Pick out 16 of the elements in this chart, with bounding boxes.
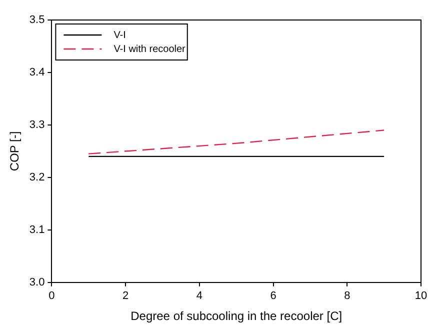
- x-tick-label: 8: [344, 290, 350, 302]
- y-tick-label: 3.1: [29, 224, 45, 236]
- legend-label: V-I with recooler: [114, 44, 186, 55]
- y-tick-label: 3.3: [29, 118, 45, 131]
- x-tick-label: 0: [48, 290, 55, 302]
- x-tick-label: 10: [414, 290, 428, 302]
- y-tick-label: 3.0: [29, 276, 45, 288]
- legend-label: V-I: [114, 30, 126, 41]
- y-axis-title: COP [-]: [8, 131, 22, 172]
- x-tick-label: 6: [270, 290, 276, 302]
- y-tick-label: 3.4: [29, 66, 45, 79]
- y-tick-label: 3.2: [29, 171, 45, 184]
- x-tick-label: 2: [122, 290, 129, 302]
- x-axis-title: Degree of subcooling in the recooler [C]: [130, 309, 342, 324]
- y-tick-label: 3.5: [29, 14, 45, 26]
- x-tick-label: 4: [196, 290, 202, 302]
